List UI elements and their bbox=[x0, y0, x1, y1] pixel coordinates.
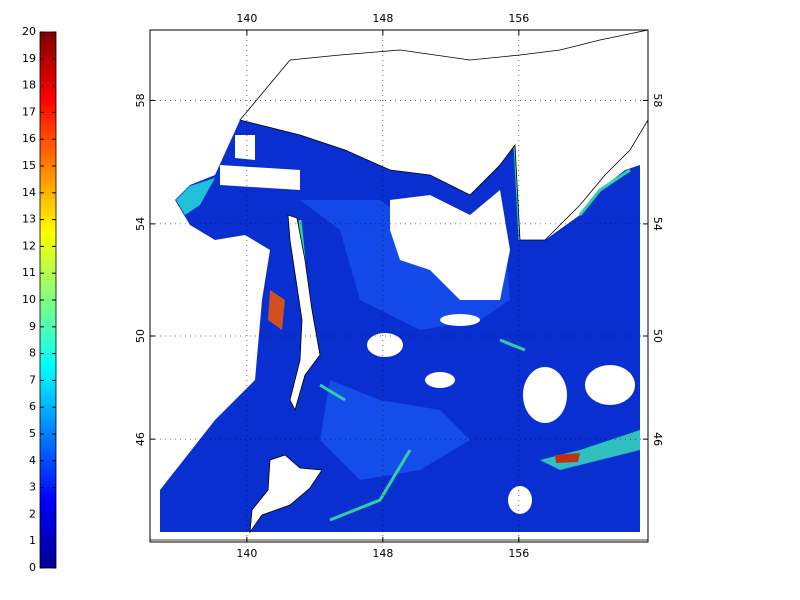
ocean-data bbox=[160, 120, 640, 532]
colorbar-tick-label: 12 bbox=[22, 239, 36, 252]
map-frame bbox=[149, 29, 649, 543]
colorbar-tick-label: 17 bbox=[22, 105, 36, 118]
colorbar-tick-label: 16 bbox=[22, 132, 36, 145]
colorbar-tick-label: 9 bbox=[29, 320, 36, 333]
map-image bbox=[150, 30, 648, 541]
colorbar-tick-label: 20 bbox=[22, 25, 36, 38]
colorbar-tick-label: 13 bbox=[22, 213, 36, 226]
colorbar-tick-label: 7 bbox=[29, 373, 36, 386]
colorbar-tick-label: 14 bbox=[22, 186, 36, 199]
y-tick-label: 54 bbox=[134, 217, 147, 231]
ocean-data bbox=[268, 290, 285, 330]
ocean-data bbox=[320, 380, 470, 480]
ocean-data bbox=[176, 178, 215, 215]
y-tick-label: 58 bbox=[134, 93, 147, 107]
colorbar-tick-label: 4 bbox=[29, 454, 36, 467]
no-data bbox=[220, 135, 635, 514]
colorbar-tick-label: 5 bbox=[29, 427, 36, 440]
x-tick-label: 156 bbox=[508, 12, 529, 25]
colorbar-tick-label: 11 bbox=[22, 266, 36, 279]
land bbox=[150, 30, 648, 541]
y-tick-label: 50 bbox=[134, 329, 147, 343]
y-tick-label: 50 bbox=[651, 329, 664, 343]
colorbar-tick-label: 6 bbox=[29, 400, 36, 413]
colorbar-tick-label: 3 bbox=[29, 481, 36, 494]
colorbar-tick-label: 19 bbox=[22, 52, 36, 65]
colorbar-tick-label: 15 bbox=[22, 159, 36, 172]
y-tick-label: 46 bbox=[651, 432, 664, 446]
y-tick-label: 58 bbox=[651, 93, 664, 107]
colorbar-tick-label: 1 bbox=[29, 534, 36, 547]
x-tick-label: 140 bbox=[236, 12, 257, 25]
x-tick-label: 148 bbox=[372, 547, 393, 560]
colorbar-tick-label: 2 bbox=[29, 507, 36, 520]
colorbar-tick-label: 18 bbox=[22, 79, 36, 92]
x-tick-label: 140 bbox=[236, 547, 257, 560]
ocean-data bbox=[555, 453, 580, 463]
x-tick-label: 148 bbox=[372, 12, 393, 25]
colorbar-tick-label: 8 bbox=[29, 347, 36, 360]
y-tick-label: 46 bbox=[134, 432, 147, 446]
y-tick-label: 54 bbox=[651, 217, 664, 231]
colorbar-tick-label: 0 bbox=[29, 561, 36, 574]
x-tick-label: 156 bbox=[508, 547, 529, 560]
colorbar-tick-label: 10 bbox=[22, 293, 36, 306]
